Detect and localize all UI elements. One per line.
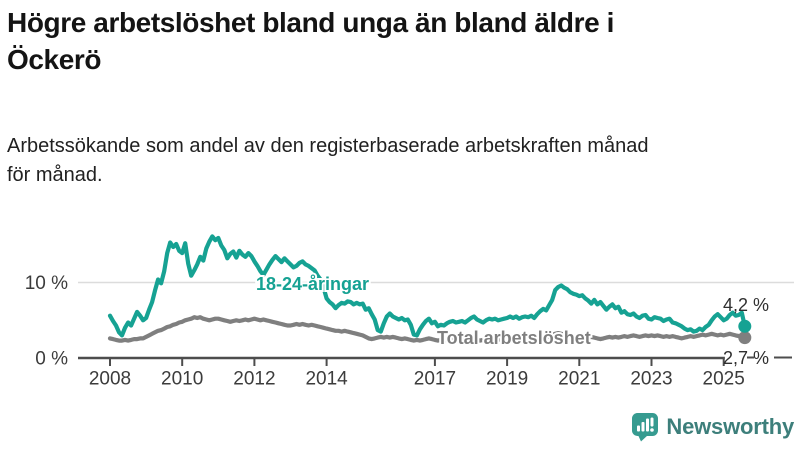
bar-chart-speech-bubble-icon	[632, 413, 659, 442]
x-tick-label: 2017	[414, 369, 456, 390]
x-tick-label: 2012	[233, 369, 275, 390]
y-axis-label: 0 %	[35, 349, 68, 370]
x-tick-label: 2008	[89, 369, 131, 390]
x-tick-label: 2021	[558, 369, 600, 390]
youth-end-value-label: 4,2 %	[723, 295, 769, 315]
x-tick-label: 2010	[161, 369, 203, 390]
axis-tick-layer: 2008 2010 2012 2014 2017 2019 2021 2023 2025 0 % 1…	[25, 273, 745, 390]
total-unemployment-line	[107, 315, 747, 343]
total-line-end-dot	[738, 331, 752, 345]
x-tick-label: 2014	[305, 369, 348, 390]
youth-unemployment-line	[107, 234, 747, 338]
youth-series-label: 18-24-åringar	[256, 274, 369, 294]
newsworthy-logo[interactable]: Newsworthy	[631, 412, 794, 442]
y-axis-label: 10 %	[25, 273, 68, 294]
x-tick-label: 2019	[486, 369, 528, 390]
x-tick-label: 2025	[703, 369, 745, 390]
logo-wordmark: Newsworthy	[666, 414, 794, 439]
total-series-label: Total arbetslöshet	[437, 328, 591, 348]
x-tick-label: 2023	[630, 369, 672, 390]
chart-subtitle: Arbetssökande som andel av den registerb…	[7, 135, 649, 186]
total-end-value-label: 2,7 %	[723, 348, 769, 368]
page-title: Högre arbetslöshet bland unga än bland ä…	[7, 7, 615, 75]
youth-line-end-dot	[738, 319, 752, 333]
